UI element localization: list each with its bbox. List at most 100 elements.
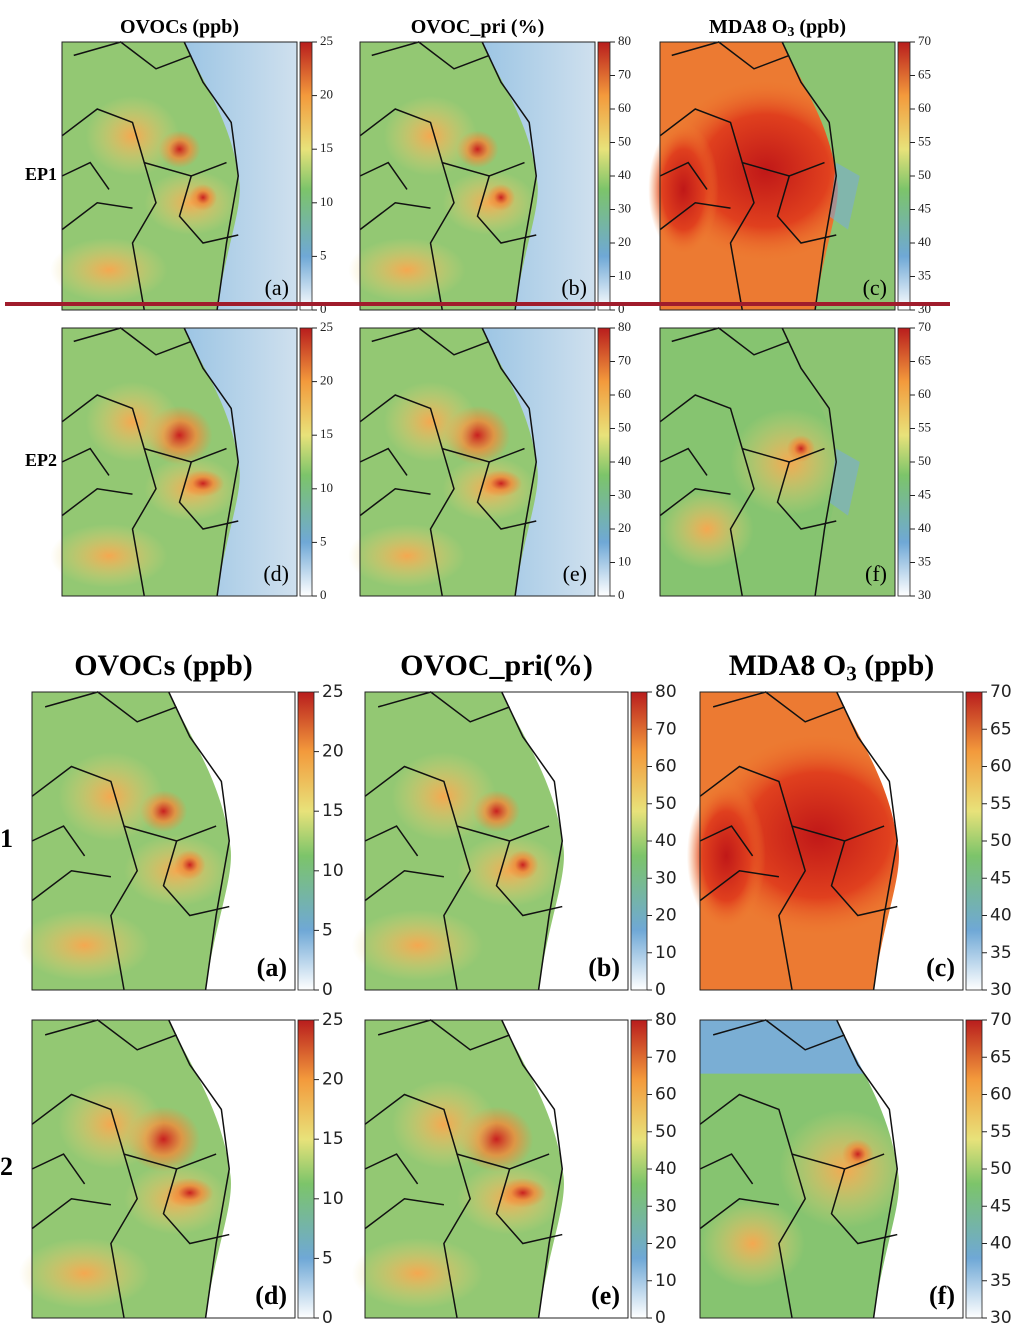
map-border bbox=[377, 691, 510, 723]
map-border bbox=[481, 41, 538, 311]
panel-label: (f) bbox=[865, 561, 887, 586]
colorbar-tick-label: 40 bbox=[918, 234, 931, 249]
colorbar-tick-label: 30 bbox=[990, 980, 1012, 1000]
colorbar-tick-label: 70 bbox=[618, 66, 631, 81]
colorbar-tick-label: 25 bbox=[322, 682, 344, 702]
map-border bbox=[31, 1093, 217, 1170]
map-border bbox=[359, 394, 525, 463]
map-border bbox=[364, 765, 550, 842]
colorbar-tick-label: 25 bbox=[320, 319, 333, 334]
map-hotspot bbox=[351, 1237, 484, 1310]
map-border bbox=[659, 447, 708, 476]
colorbar-tick-label: 25 bbox=[320, 33, 333, 48]
map-hotspot bbox=[479, 470, 523, 497]
map-border bbox=[73, 327, 192, 356]
panel-label: (c) bbox=[863, 275, 887, 300]
map-border bbox=[712, 691, 845, 723]
map-sea-near bbox=[829, 162, 860, 230]
colorbar bbox=[597, 327, 611, 597]
colorbar-tick-label: 80 bbox=[618, 33, 631, 48]
map-frame bbox=[364, 1019, 629, 1319]
map-border bbox=[776, 461, 837, 530]
map-border bbox=[659, 394, 825, 463]
colorbar-tick-label: 15 bbox=[320, 140, 333, 155]
map-hotspot bbox=[18, 909, 151, 982]
title-main: OVOCs (ppb) bbox=[74, 649, 253, 682]
colorbar-tick-label: 35 bbox=[918, 553, 931, 568]
map-sea-near bbox=[829, 448, 860, 516]
map-border bbox=[778, 1153, 807, 1319]
colorbar-tick-label: 45 bbox=[990, 1196, 1012, 1216]
title-subscript: 3 bbox=[787, 25, 794, 40]
colorbar-tick-label: 40 bbox=[618, 453, 631, 468]
map-hotspot bbox=[18, 1237, 151, 1310]
map-frame bbox=[61, 327, 298, 597]
map-border bbox=[671, 327, 790, 356]
column-title: OVOCs (ppb) bbox=[74, 649, 253, 682]
map-border bbox=[443, 825, 472, 991]
map-hotspot bbox=[85, 381, 180, 462]
map-sea bbox=[184, 42, 297, 310]
colorbar-tick-label: 40 bbox=[918, 520, 931, 535]
colorbar-tick-label: 10 bbox=[320, 194, 333, 209]
colorbar-tick-label: 10 bbox=[618, 267, 631, 282]
row-label: 1 bbox=[0, 824, 13, 853]
column-title: OVOCs (ppb) bbox=[120, 16, 239, 38]
map-border bbox=[778, 825, 807, 991]
map-panel bbox=[348, 327, 596, 597]
map-border bbox=[31, 1153, 86, 1185]
colorbar-tick-label: 5 bbox=[320, 533, 327, 548]
map-border bbox=[659, 488, 731, 517]
map-border bbox=[359, 488, 431, 517]
colorbar-tick-label: 5 bbox=[320, 247, 327, 262]
colorbar-tick-label: 50 bbox=[655, 1122, 677, 1142]
colorbar-tick-label: 35 bbox=[990, 943, 1012, 963]
map-border bbox=[73, 41, 192, 70]
colorbar-tick-label: 10 bbox=[655, 943, 677, 963]
map-hotspot bbox=[660, 488, 754, 570]
colorbar-tick-label: 60 bbox=[918, 386, 931, 401]
map-border bbox=[429, 448, 455, 597]
map-sea bbox=[501, 692, 628, 990]
panel-label: (c) bbox=[926, 953, 955, 982]
map-border bbox=[836, 691, 899, 991]
map-border bbox=[364, 1198, 445, 1230]
map-panel bbox=[348, 41, 596, 311]
column-title: MDA8 O3 (ppb) bbox=[709, 16, 846, 41]
map-border bbox=[61, 108, 227, 177]
map-panel bbox=[699, 1019, 964, 1319]
map-panel bbox=[18, 1019, 296, 1319]
colorbar-tick-label: 20 bbox=[655, 906, 677, 926]
colorbar-tick-label: 55 bbox=[990, 1122, 1012, 1142]
colorbar-tick-label: 0 bbox=[322, 980, 333, 1000]
colorbar-tick-label: 35 bbox=[918, 267, 931, 282]
map-sea bbox=[501, 1020, 628, 1318]
map-hotspot bbox=[348, 237, 466, 302]
map-hotspot bbox=[348, 523, 466, 588]
map-border bbox=[495, 840, 563, 917]
map-border bbox=[61, 394, 227, 463]
panel-label: (e) bbox=[591, 1281, 620, 1310]
map-border bbox=[131, 448, 157, 597]
map-border bbox=[168, 1019, 231, 1319]
map-panel bbox=[351, 691, 629, 991]
colorbar-tick-label: 0 bbox=[655, 980, 666, 1000]
colorbar-tick-label: 45 bbox=[990, 868, 1012, 888]
map-border bbox=[781, 327, 838, 597]
colorbar-tick-label: 20 bbox=[618, 234, 631, 249]
map-frame bbox=[699, 691, 964, 991]
map-sea bbox=[482, 42, 595, 310]
map-border bbox=[31, 1198, 112, 1230]
map-border bbox=[443, 1153, 472, 1319]
colorbar-tick-label: 50 bbox=[618, 419, 631, 434]
map-border bbox=[836, 1019, 899, 1319]
colorbar-tick-label: 60 bbox=[655, 1085, 677, 1105]
map-border bbox=[131, 162, 157, 311]
map-border bbox=[371, 327, 490, 356]
colorbar bbox=[897, 327, 911, 597]
panel-label: (a) bbox=[265, 275, 289, 300]
colorbar bbox=[299, 41, 313, 311]
map-border bbox=[481, 327, 538, 597]
colorbar-tick-label: 0 bbox=[320, 587, 327, 602]
row-label: EP1 bbox=[25, 164, 57, 184]
